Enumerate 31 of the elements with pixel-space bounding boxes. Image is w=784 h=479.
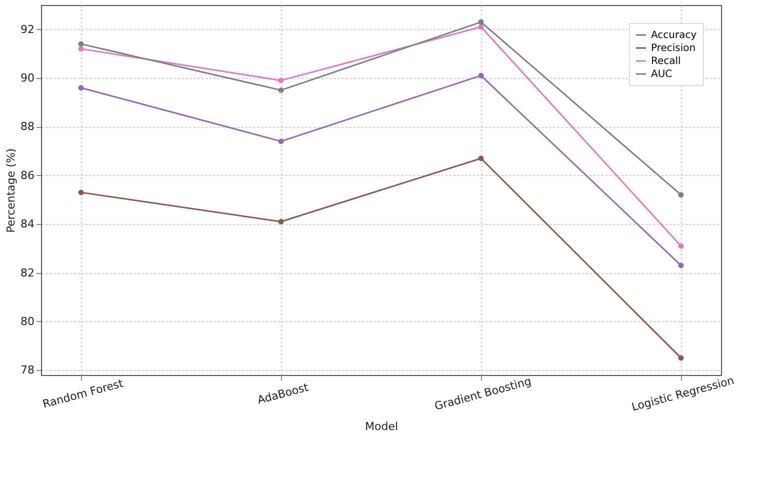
point [678,192,684,198]
point [278,138,284,144]
point [678,262,684,268]
y-tick-label: 88 [20,120,34,134]
point [278,78,284,84]
legend-label: Accuracy [651,30,697,41]
x-axis-title: Model [364,420,398,433]
legend-label: Precision [651,43,696,54]
point [78,190,84,196]
point [478,156,484,162]
y-tick-label: 82 [20,266,34,280]
point [678,243,684,249]
point [78,85,84,90]
point [678,355,684,361]
point [78,41,84,47]
y-tick-label: 92 [20,22,34,36]
legend-label: Recall [651,56,681,67]
point [278,87,284,93]
y-tick-label: 78 [20,364,34,377]
point [278,218,284,224]
point [478,72,484,78]
point [78,46,84,52]
y-axis-title: Percentage (%) [4,148,18,233]
y-tick-label: 84 [20,218,34,231]
x-tick-label: Random Forest [41,376,126,411]
y-tick-label: 86 [20,168,34,182]
point [478,24,484,30]
y-tick-label: 80 [20,314,34,328]
legend-label: AUC [651,69,672,80]
point [478,19,484,25]
y-tick-label: 90 [20,72,34,85]
